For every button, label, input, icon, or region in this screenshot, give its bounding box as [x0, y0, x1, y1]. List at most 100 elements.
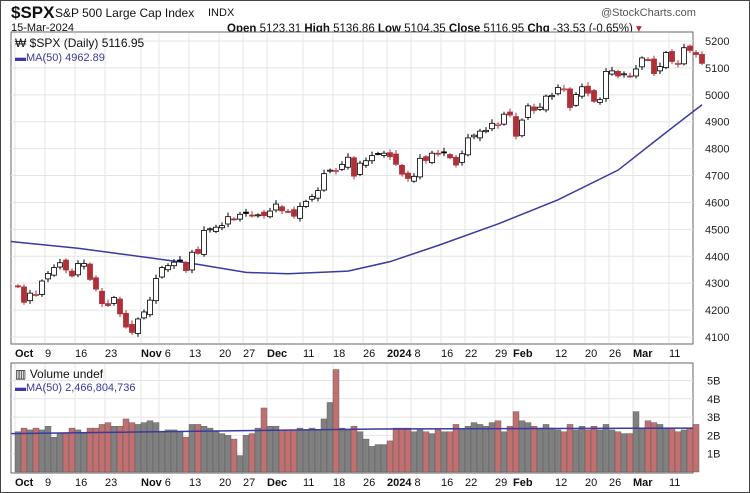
- candle-body: [663, 52, 669, 69]
- candle-body: [177, 259, 183, 262]
- volume-bar: [500, 431, 508, 473]
- volume-bar: [680, 429, 688, 473]
- volume-bar: [428, 433, 436, 473]
- candle-body: [687, 45, 693, 51]
- candle-body: [273, 203, 279, 211]
- candle-body: [279, 206, 285, 212]
- x-tick-label: 18: [333, 477, 345, 489]
- candle-body: [579, 86, 585, 97]
- volume-bar: [50, 437, 58, 473]
- volume-bar: [146, 420, 154, 473]
- candle-body: [171, 261, 177, 267]
- candle-body: [627, 75, 633, 78]
- volume-bar: [482, 426, 490, 473]
- volume-bar: [26, 429, 34, 473]
- candle-body: [597, 99, 603, 103]
- volume-bar: [512, 411, 520, 473]
- candle-body: [321, 173, 327, 191]
- volume-bar: [284, 429, 292, 473]
- x-tick-label: 11: [669, 477, 680, 489]
- candle-body: [543, 95, 549, 111]
- x-tick-label: Feb: [513, 348, 533, 360]
- candle-body: [417, 157, 423, 178]
- candle-body: [165, 265, 171, 271]
- x-tick-label: 16: [75, 348, 87, 360]
- candle-body: [453, 156, 459, 166]
- x-tick-label: 26: [609, 477, 621, 489]
- volume-bar: [338, 427, 346, 473]
- volume-bar: [368, 446, 376, 473]
- candle-body: [111, 297, 117, 304]
- volume-legend-label: Volume undef: [29, 367, 104, 381]
- candle-body: [519, 119, 525, 137]
- candle-body: [45, 273, 51, 280]
- exchange: INDX: [208, 7, 235, 19]
- volume-bar: [380, 444, 388, 473]
- candle-body: [387, 152, 393, 158]
- candle-body: [285, 210, 291, 213]
- volume-bar: [170, 429, 178, 473]
- volume-bar: [356, 431, 364, 473]
- candle-body: [447, 154, 453, 159]
- y-tick-label: 4200: [705, 305, 729, 317]
- candle-body: [327, 169, 333, 172]
- volume-bar: [626, 433, 634, 473]
- candle-body: [339, 164, 345, 170]
- candle-body: [549, 94, 555, 98]
- volume-tick-label: 3B: [707, 412, 720, 424]
- candle-body: [345, 156, 351, 168]
- x-tick-label: 29: [495, 348, 507, 360]
- y-tick-label: 4400: [705, 251, 729, 263]
- x-tick-label: 20: [219, 348, 231, 360]
- volume-bar: [422, 431, 430, 473]
- x-tick-label: 23: [105, 477, 117, 489]
- y-tick-label: 4800: [705, 144, 729, 156]
- volume-bar: [416, 429, 424, 473]
- x-tick-label: 13: [189, 477, 201, 489]
- volume-tick-label: 4B: [707, 394, 720, 406]
- candle-body: [219, 225, 225, 229]
- volume-bar: [476, 424, 484, 473]
- volume-bar: [254, 427, 262, 473]
- candle-body: [501, 113, 507, 125]
- candle-body: [669, 51, 675, 62]
- volume-bar: [320, 418, 328, 473]
- candle-body: [147, 299, 153, 316]
- candle-body: [633, 68, 639, 77]
- volume-bar: [152, 422, 160, 473]
- ma-legend-label: MA(50) 4962.89: [26, 52, 105, 64]
- volume-bar: [32, 427, 40, 473]
- candle-body: [471, 134, 477, 138]
- brand-logo[interactable]: @StockCharts.com: [601, 7, 696, 19]
- candle-body: [459, 153, 465, 163]
- volume-bar: [14, 431, 22, 473]
- x-tick-label: 9: [45, 477, 51, 489]
- x-tick-label: 8: [414, 348, 420, 360]
- volume-bar: [74, 429, 82, 473]
- candle-body: [591, 90, 597, 102]
- candle-body: [639, 57, 645, 68]
- volume-bar: [386, 440, 394, 473]
- x-tick-label: 13: [189, 348, 201, 360]
- x-tick-label: Nov: [141, 348, 163, 360]
- x-tick-label: Mar: [633, 348, 653, 360]
- volume-bar: [140, 422, 148, 473]
- candle-body: [429, 152, 435, 164]
- volume-bar: [650, 422, 658, 473]
- volume-bar: [212, 431, 220, 473]
- x-tick-label: 2024: [387, 477, 412, 489]
- x-tick-label: 12: [555, 477, 567, 489]
- volume-bar: [308, 427, 316, 473]
- volume-bar: [542, 424, 550, 473]
- candle-body: [513, 116, 519, 137]
- candle-body: [189, 251, 195, 271]
- x-tick-label: 27: [243, 477, 255, 489]
- candle-body: [225, 216, 231, 225]
- volume-bar: [578, 426, 586, 473]
- candle-body: [27, 292, 33, 302]
- candle-body: [93, 277, 99, 290]
- candle-body: [411, 175, 417, 182]
- x-tick-label: 22: [465, 348, 477, 360]
- volume-tick-label: 2B: [707, 430, 720, 442]
- candle-body: [423, 156, 429, 161]
